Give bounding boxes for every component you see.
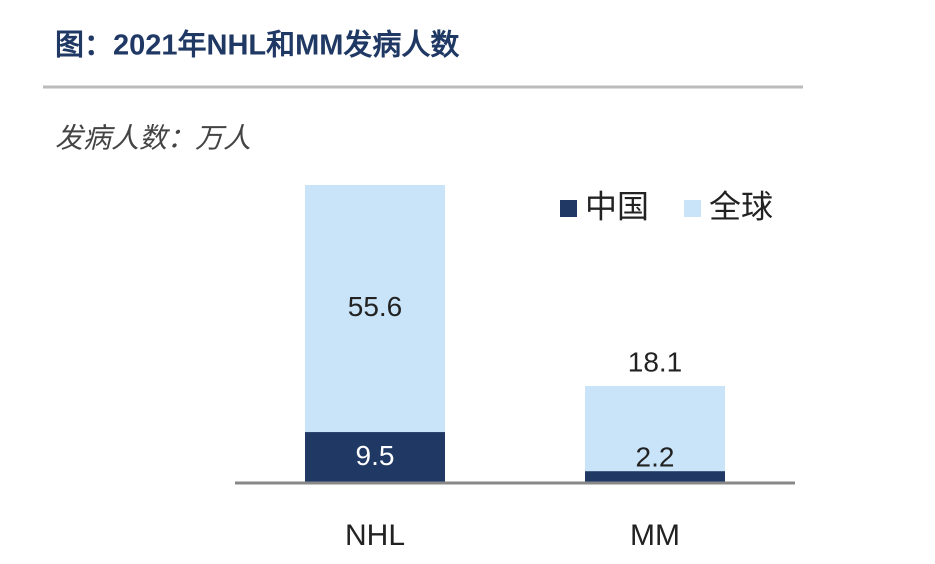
legend-label: 中国 xyxy=(585,188,649,224)
bar xyxy=(585,385,725,483)
legend-label: 全球 xyxy=(709,188,773,224)
value-label: 18.1 xyxy=(628,346,683,377)
bar xyxy=(585,471,725,483)
legend-swatch xyxy=(560,200,577,217)
bar xyxy=(305,432,445,483)
value-label: 55.6 xyxy=(348,291,403,322)
x-tick-label: NHL xyxy=(345,519,405,552)
legend-swatch xyxy=(684,200,702,217)
chart-title: 图：2021年NHL和MM发病人数 xyxy=(55,28,460,62)
value-label: 9.5 xyxy=(356,440,395,471)
x-tick-label: MM xyxy=(630,519,680,552)
value-label: 2.2 xyxy=(636,441,675,472)
subtitle: 发病人数：万人 xyxy=(55,122,251,153)
